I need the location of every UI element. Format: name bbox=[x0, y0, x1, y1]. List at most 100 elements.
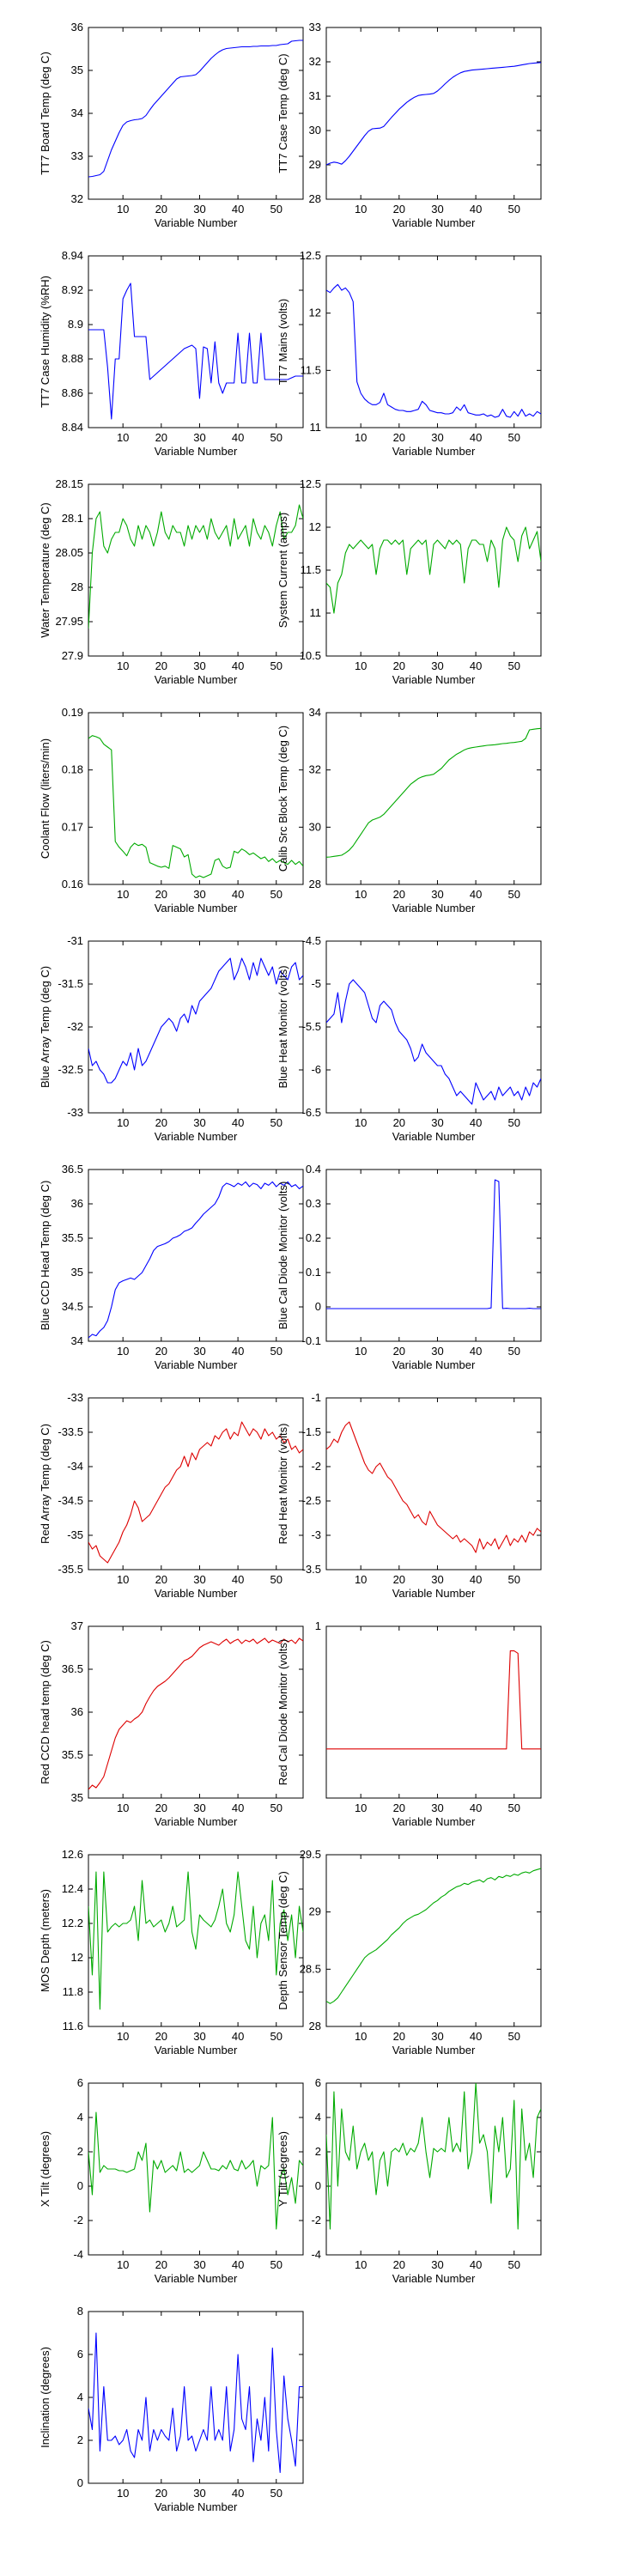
y-tick-label: 8.84 bbox=[62, 421, 83, 434]
x-tick-label: 40 bbox=[232, 1345, 244, 1358]
x-tick-label: 10 bbox=[117, 1345, 129, 1358]
x-tick-label: 50 bbox=[508, 1801, 520, 1814]
subplot-21: 0 2 4 6 8 10 20 30 40 50 Variable Number Inclinatio… bbox=[39, 2305, 304, 2513]
y-tick-label: 33 bbox=[309, 21, 321, 33]
x-tick-label: 50 bbox=[270, 2258, 283, 2271]
x-tick-label: 20 bbox=[393, 888, 405, 901]
x-axis-label: Variable Number bbox=[155, 2044, 238, 2057]
axes-frame bbox=[88, 1625, 304, 1799]
y-axis-label: TT7 Case Humidity (%RH) bbox=[39, 276, 52, 408]
x-tick-label: 20 bbox=[393, 431, 405, 444]
x-tick-label: 10 bbox=[117, 1801, 129, 1814]
y-tick-label: 0 bbox=[77, 2179, 83, 2192]
y-tick-label: 29.5 bbox=[300, 1848, 321, 1861]
x-tick-label: 40 bbox=[470, 2258, 482, 2271]
y-tick-label: -34 bbox=[67, 1460, 83, 1473]
y-tick-label: 0.19 bbox=[62, 706, 83, 719]
x-axis-label: Variable Number bbox=[155, 1130, 238, 1143]
x-tick-label: 30 bbox=[193, 888, 205, 901]
x-tick-label: 20 bbox=[393, 1345, 405, 1358]
y-tick-label: -3.5 bbox=[302, 1563, 321, 1576]
series-line bbox=[326, 1421, 541, 1553]
y-tick-label: 35.5 bbox=[62, 1231, 83, 1244]
x-tick-label: 20 bbox=[393, 1116, 405, 1129]
y-tick-label: -33 bbox=[67, 1106, 83, 1119]
x-axis-label: Variable Number bbox=[155, 2272, 238, 2285]
y-tick-label: 28.1 bbox=[62, 512, 83, 525]
x-tick-label: 10 bbox=[355, 1345, 367, 1358]
y-tick-label: 11.8 bbox=[63, 1985, 83, 1998]
x-tick-label: 20 bbox=[393, 2258, 405, 2271]
axes-frame bbox=[325, 27, 542, 200]
y-tick-label: -6 bbox=[311, 1063, 321, 1076]
y-tick-label: 12.2 bbox=[62, 1917, 83, 1929]
x-tick-label: 50 bbox=[270, 1573, 283, 1586]
y-tick-label: 6 bbox=[315, 2076, 321, 2089]
x-tick-label: 10 bbox=[117, 431, 129, 444]
y-axis-label: TT7 Mains (volts) bbox=[276, 299, 289, 385]
x-tick-label: 50 bbox=[270, 2030, 283, 2043]
subplot-13: -35.5 -35 -34.5 -34 -33.5 -33 10 20 30 40 50 Variab… bbox=[39, 1391, 304, 1600]
subplot-14: -3.5 -3 -2.5 -2 -1.5 -1 10 20 30 40 50 Variable Num… bbox=[276, 1391, 542, 1600]
series-line bbox=[88, 39, 303, 178]
x-tick-label: 20 bbox=[155, 431, 167, 444]
y-tick-label: -32.5 bbox=[58, 1063, 83, 1076]
x-tick-label: 40 bbox=[232, 659, 244, 672]
subplot-19: -4 -2 0 2 4 6 10 20 30 40 50 Variable Number X Tilt … bbox=[39, 2076, 304, 2285]
x-tick-label: 50 bbox=[508, 431, 520, 444]
x-axis-label: Variable Number bbox=[392, 445, 476, 458]
y-tick-label: 0.3 bbox=[306, 1197, 321, 1210]
y-tick-label: 6 bbox=[77, 2076, 83, 2089]
x-tick-label: 20 bbox=[393, 659, 405, 672]
subplot-6: 10.5 11 11.5 12 12.5 10 20 30 40 50 Variable Numbe… bbox=[276, 477, 542, 686]
x-tick-label: 10 bbox=[355, 2258, 367, 2271]
x-tick-label: 30 bbox=[431, 1801, 443, 1814]
x-tick-label: 30 bbox=[431, 1573, 443, 1586]
y-tick-label: -2 bbox=[311, 2214, 321, 2227]
x-tick-label: 30 bbox=[193, 1116, 205, 1129]
x-tick-label: 20 bbox=[393, 2030, 405, 2043]
x-tick-label: 30 bbox=[431, 1345, 443, 1358]
y-tick-label: -35 bbox=[67, 1528, 83, 1541]
x-tick-label: 10 bbox=[117, 2487, 129, 2500]
subplot-15: 35 35.5 36 36.5 37 10 20 30 40 50 Variable Number R… bbox=[39, 1619, 304, 1828]
y-tick-label: -33.5 bbox=[58, 1425, 83, 1438]
x-tick-label: 50 bbox=[270, 1801, 283, 1814]
y-tick-label: 6 bbox=[77, 2348, 83, 2360]
y-tick-label: -31 bbox=[67, 934, 83, 947]
x-tick-label: 50 bbox=[270, 1345, 283, 1358]
y-axis-label: Coolant Flow (liters/min) bbox=[39, 738, 52, 859]
series-line bbox=[326, 1868, 541, 2004]
y-tick-label: 4 bbox=[77, 2111, 83, 2123]
x-tick-label: 10 bbox=[355, 203, 367, 216]
y-tick-label: 0.18 bbox=[62, 763, 83, 776]
y-axis-label: Calib Src Block Temp (deg C) bbox=[276, 726, 289, 872]
x-tick-label: 40 bbox=[232, 1801, 244, 1814]
subplot-2: 28 29 30 31 32 33 10 20 30 40 50 Variable Number TT7… bbox=[276, 21, 542, 229]
x-axis-label: Variable Number bbox=[155, 445, 238, 458]
y-axis-label: Blue CCD Head Temp (deg C) bbox=[39, 1181, 52, 1331]
x-tick-label: 50 bbox=[508, 1573, 520, 1586]
y-tick-label: 4 bbox=[77, 2391, 83, 2403]
x-tick-label: 30 bbox=[431, 1116, 443, 1129]
y-tick-label: 36 bbox=[71, 1197, 83, 1210]
x-tick-label: 30 bbox=[431, 2030, 443, 2043]
x-tick-label: 50 bbox=[270, 203, 283, 216]
series-line bbox=[326, 283, 541, 418]
subplot-12: -0.1 0 0.1 0.2 0.3 0.4 10 20 30 40 50 Variable Numb… bbox=[276, 1163, 542, 1371]
y-axis-label: TT7 Board Temp (deg C) bbox=[39, 52, 52, 175]
x-tick-label: 50 bbox=[270, 431, 283, 444]
y-tick-label: 31 bbox=[309, 89, 321, 102]
y-tick-label: 11.5 bbox=[301, 563, 321, 576]
x-axis-label: Variable Number bbox=[155, 216, 238, 229]
y-tick-label: 8.88 bbox=[62, 352, 83, 365]
y-tick-label: 2 bbox=[77, 2433, 83, 2446]
x-tick-label: 30 bbox=[193, 659, 205, 672]
x-tick-label: 40 bbox=[470, 1573, 482, 1586]
y-tick-label: 37 bbox=[71, 1619, 83, 1632]
y-tick-label: 28.05 bbox=[55, 546, 83, 559]
x-tick-label: 30 bbox=[193, 2030, 205, 2043]
y-tick-label: 2 bbox=[77, 2145, 83, 2158]
x-axis-label: Variable Number bbox=[392, 1587, 476, 1600]
